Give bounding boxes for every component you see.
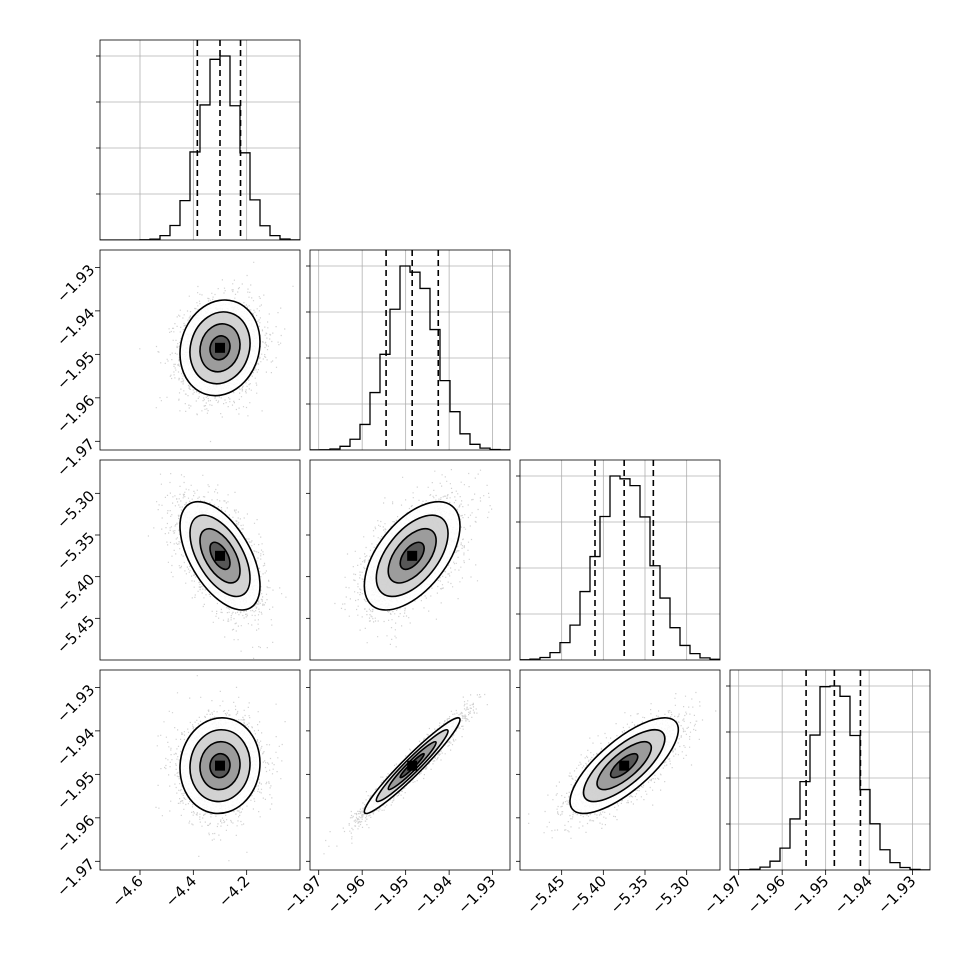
hist-panel-0	[96, 39, 301, 241]
scatter-panel-2-1	[306, 459, 511, 661]
panel-frame	[309, 249, 511, 451]
contour-0	[179, 500, 261, 611]
y-tick-label: −1.95	[53, 768, 98, 813]
contour-1	[189, 311, 251, 385]
contour-2	[199, 740, 241, 791]
histogram-1	[310, 265, 510, 450]
x-tick-label: −5.35	[607, 872, 652, 917]
panel-frame	[99, 249, 301, 451]
x-axis-1: −1.97−1.96−1.95−1.94−1.93	[280, 870, 499, 917]
x-tick-label: −1.93	[454, 872, 499, 917]
x-axis-3: −1.97−1.96−1.95−1.94−1.93	[700, 870, 919, 917]
contour-3	[209, 335, 231, 361]
hist-panel-1	[306, 249, 511, 451]
contour-0	[363, 717, 461, 815]
y-tick-label: −5.45	[53, 612, 98, 657]
contour-3	[209, 752, 231, 779]
density-peak	[407, 760, 418, 771]
contour-1	[189, 514, 251, 598]
y-tick-label: −1.94	[53, 305, 98, 350]
contour-1	[375, 514, 449, 598]
panel-frame	[309, 669, 511, 871]
panel-frame	[309, 459, 511, 661]
density-peak	[215, 760, 225, 771]
panel-frame	[99, 669, 301, 871]
contour-2	[387, 527, 437, 584]
scatter-panel-3-1	[306, 669, 511, 871]
x-tick-label: −1.93	[874, 872, 919, 917]
hist-panel-3	[726, 669, 931, 871]
hist-panel-2	[516, 459, 721, 661]
y-tick-label: −1.93	[53, 681, 98, 726]
scatter-panel-2-0: −5.30−5.35−5.40−5.45	[53, 459, 301, 661]
y-tick-label: −1.95	[53, 348, 98, 393]
contour-2	[199, 323, 241, 373]
x-tick-label: −1.97	[700, 872, 745, 917]
x-tick-label: −5.40	[565, 872, 610, 917]
y-tick-label: −1.96	[53, 811, 98, 856]
x-tick-label: −1.94	[831, 872, 876, 917]
x-tick-label: −1.95	[787, 872, 832, 917]
panel-frame	[99, 459, 301, 661]
y-tick-label: −1.96	[53, 391, 98, 436]
contour-0	[363, 500, 461, 611]
x-tick-label: −4.4	[162, 872, 200, 910]
panel-frame	[99, 39, 301, 241]
x-tick-label: −1.96	[744, 872, 789, 917]
y-tick-label: −5.35	[53, 529, 98, 574]
contour-0	[569, 717, 680, 815]
x-axis-2: −5.45−5.40−5.35−5.30	[523, 870, 693, 917]
x-tick-label: −5.30	[648, 872, 693, 917]
contour-1	[189, 728, 251, 803]
y-tick-label: −1.97	[53, 855, 98, 900]
x-tick-label: −4.6	[108, 872, 146, 910]
contour-2	[199, 527, 241, 584]
contour-0	[179, 299, 261, 397]
contour-1	[582, 728, 666, 803]
x-tick-label: −1.97	[280, 872, 325, 917]
contour-3	[209, 541, 231, 571]
contour-1	[375, 728, 449, 803]
panel-frame	[729, 669, 931, 871]
x-tick-label: −5.45	[523, 872, 568, 917]
scatter-panel-3-2	[516, 669, 721, 871]
contour-2	[596, 740, 653, 791]
y-tick-label: −1.93	[53, 261, 98, 306]
density-peak	[619, 760, 630, 771]
panel-frame	[519, 669, 721, 871]
x-tick-label: −4.2	[215, 872, 253, 910]
panel-frame	[519, 459, 721, 661]
density-peak	[215, 550, 225, 561]
histogram-2	[520, 475, 720, 660]
x-tick-label: −1.94	[411, 872, 456, 917]
y-tick-label: −5.30	[53, 487, 98, 532]
x-tick-label: −1.95	[367, 872, 412, 917]
x-axis-0: −4.6 −4.4 −4.2	[108, 870, 253, 911]
x-tick-label: −1.96	[324, 872, 369, 917]
scatter-panel-1-0: −1.97−1.96−1.95−1.94−1.93	[53, 249, 301, 480]
scatter-panel-3-0: −1.97−1.96−1.95−1.94−1.93	[53, 669, 301, 900]
density-peak	[215, 342, 225, 353]
contour-3	[399, 541, 425, 571]
contour-0	[179, 717, 261, 815]
histogram-3	[730, 685, 930, 870]
density-peak	[407, 550, 418, 561]
y-tick-label: −5.40	[53, 570, 98, 615]
y-tick-label: −1.94	[53, 725, 98, 770]
y-tick-label: −1.97	[53, 435, 98, 480]
